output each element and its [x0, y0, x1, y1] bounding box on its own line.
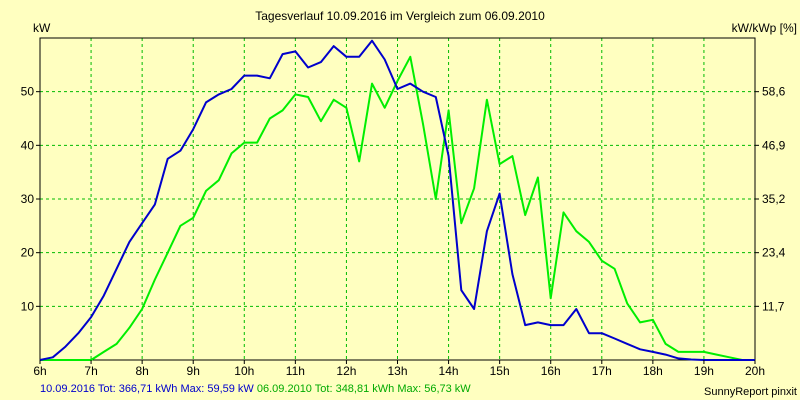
y-tick-label-left: 30	[21, 192, 35, 206]
y-tick-label-right: 23,4	[762, 246, 786, 260]
x-tick-label: 16h	[541, 364, 561, 378]
x-tick-label: 11h	[286, 364, 305, 378]
x-tick-label: 7h	[84, 364, 97, 378]
x-tick-label: 6h	[33, 364, 46, 378]
y-tick-label-right: 11,7	[762, 299, 785, 313]
legend-entry-2016: 10.09.2016 Tot: 366,71 kWh Max: 59,59 kW	[40, 383, 254, 395]
y-axis-label-left: kW	[33, 21, 51, 35]
x-tick-label: 9h	[187, 364, 200, 378]
series-line-06.09.2010	[40, 55, 755, 361]
x-tick-label: 14h	[439, 364, 459, 378]
y-tick-label-right: 58,6	[762, 85, 786, 99]
y-axis-label-right: kW/kWp [%]	[732, 21, 797, 35]
y-tick-label-left: 40	[21, 138, 35, 152]
x-tick-label: 19h	[694, 364, 714, 378]
series-layer	[39, 39, 755, 361]
legend-entry-2010: 06.09.2010 Tot: 348,81 kWh Max: 56,73 kW	[256, 383, 471, 395]
y-tick-label-left: 10	[21, 299, 35, 313]
x-tick-label: 10h	[234, 364, 254, 378]
y-tick-label-left: 20	[21, 246, 35, 260]
x-ticks: 6h 7h 8h 9h 10h 11h 12h 13h 14h 15h 16h 17h 18h 19h 20…	[33, 360, 765, 378]
series-line-10.09.2016	[39, 39, 755, 361]
legend: 10.09.2016 Tot: 366,71 kWh Max: 59,59 kW…	[40, 383, 471, 395]
grid	[40, 38, 755, 360]
x-tick-label: 15h	[490, 364, 510, 378]
x-tick-label: 8h	[135, 364, 148, 378]
y-ticks: 10 11,7 20 23,4 30 35,2 40 46,9 50 58,6	[21, 85, 786, 314]
chart-title: Tagesverlauf 10.09.2016 im Vergleich zum…	[255, 9, 545, 23]
x-tick-label: 17h	[592, 364, 612, 378]
credit: SunnyReport pinxit	[704, 386, 797, 398]
x-tick-label: 13h	[387, 364, 407, 378]
x-tick-label: 12h	[336, 364, 356, 378]
y-tick-label-right: 35,2	[762, 192, 786, 206]
y-tick-label-right: 46,9	[762, 138, 786, 152]
x-tick-label: 18h	[643, 364, 663, 378]
y-tick-label-left: 50	[21, 85, 35, 99]
x-tick-label: 20h	[745, 364, 765, 378]
